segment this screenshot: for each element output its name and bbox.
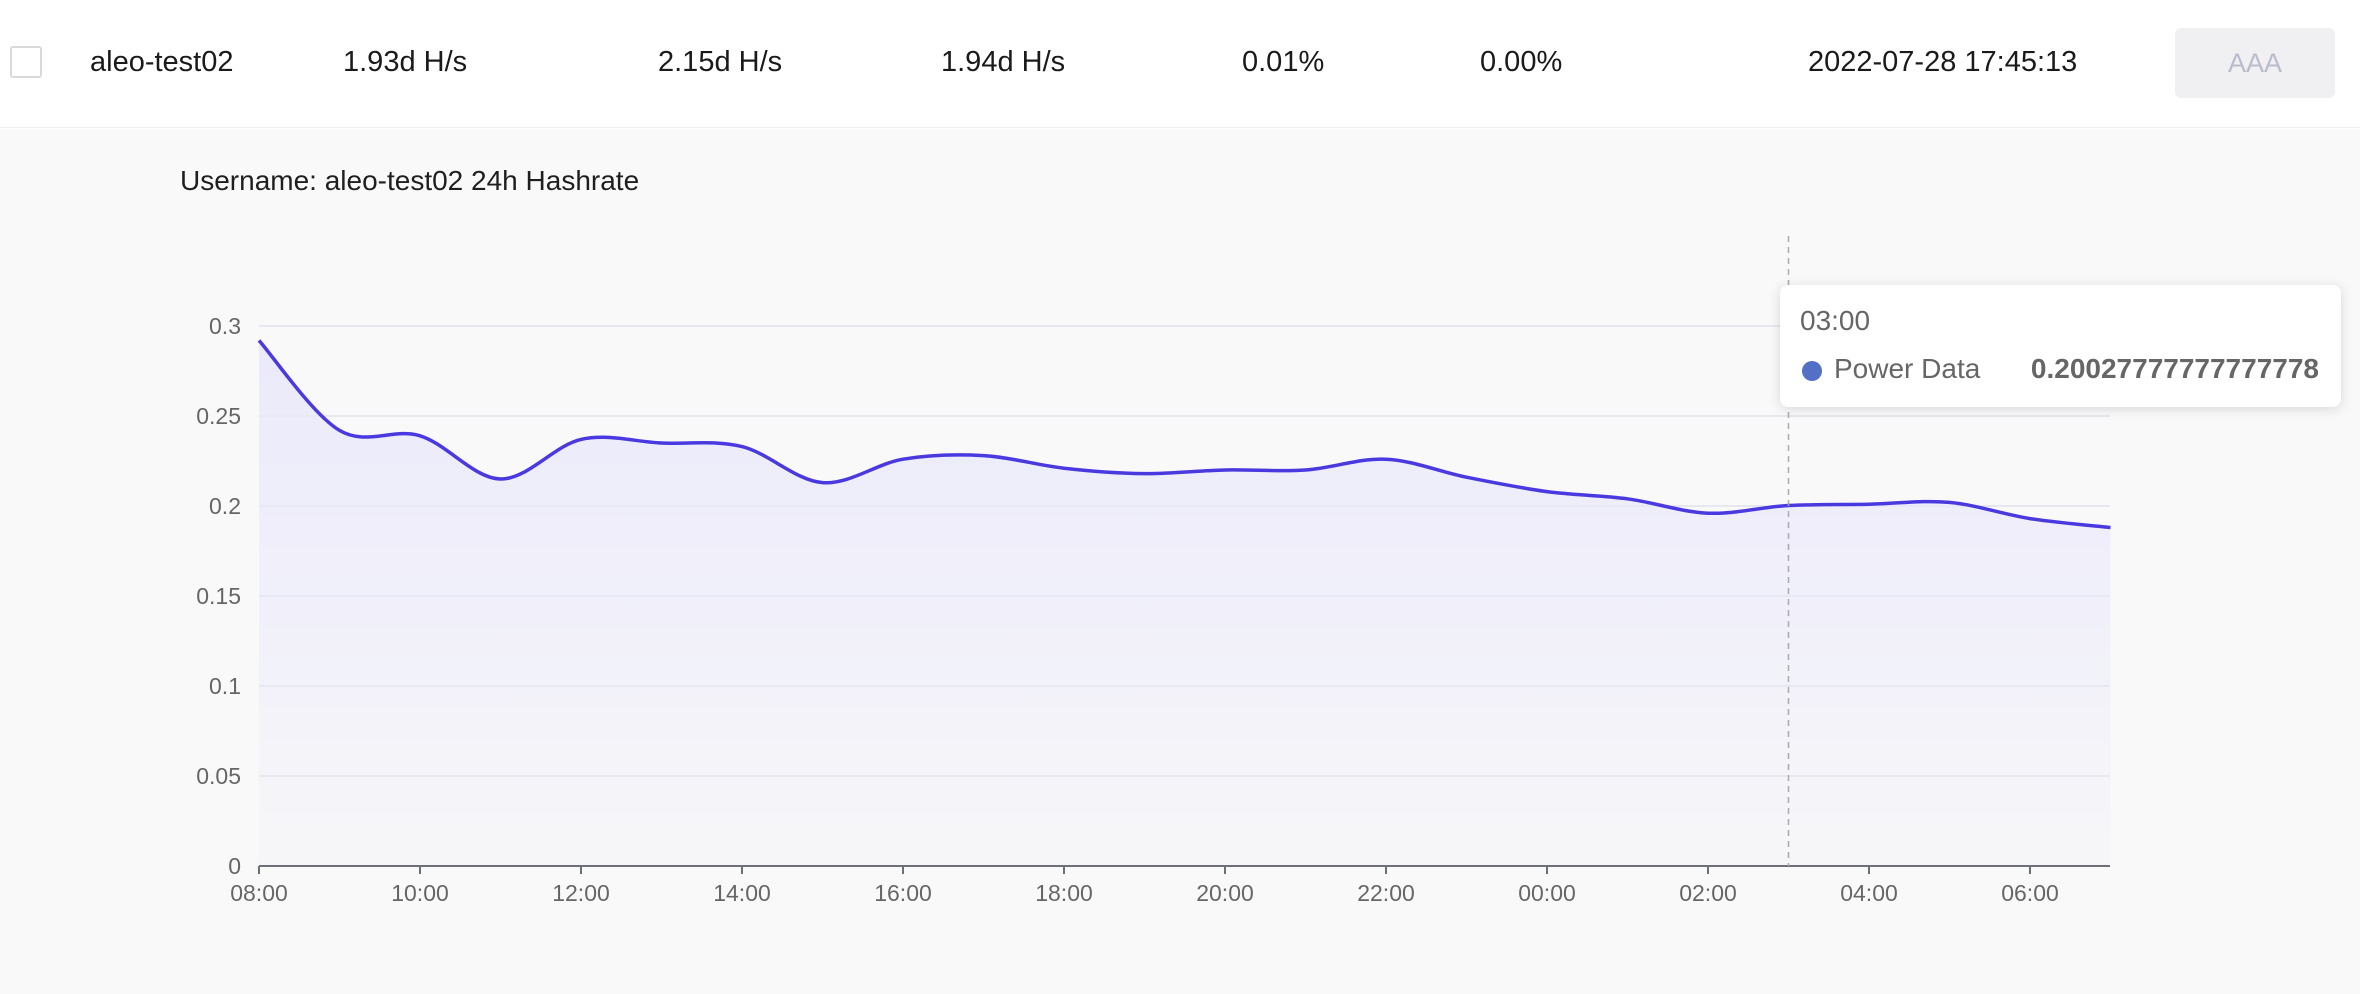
timestamp-cell: 2022-07-28 17:45:13 [1808, 46, 2078, 78]
x-tick-label: 10:00 [391, 880, 449, 906]
hashrate-cell-2: 2.15d H/s [658, 46, 783, 78]
y-tick-label: 0.25 [196, 403, 241, 429]
row-checkbox[interactable] [10, 46, 42, 78]
x-tick-label: 14:00 [713, 880, 771, 906]
y-tick-label: 0.15 [196, 583, 241, 609]
x-axis-labels: 08:00 10:00 12:00 14:00 16:00 18:00 20:00 22:00… [230, 880, 2059, 906]
chart-panel: Username: aleo-test02 24h Hashrate 0 0.05… [0, 129, 2360, 994]
y-tick-label: 0.1 [209, 673, 241, 699]
y-tick-label: 0.05 [196, 763, 241, 789]
table-row[interactable]: aleo-test02 1.93d H/s 2.15d H/s 1.94d H/… [0, 0, 2360, 128]
x-tick-label: 02:00 [1679, 880, 1737, 906]
row-action-button[interactable]: AAA [2175, 28, 2335, 98]
tooltip-series-name: Power Data [1834, 353, 1981, 384]
x-tick-label: 06:00 [2001, 880, 2059, 906]
chart-tooltip: 03:00 Power Data 0.20027777777777778 [1780, 285, 2341, 407]
x-tick-label: 00:00 [1518, 880, 1576, 906]
y-tick-label: 0 [228, 853, 241, 879]
hashrate-cell-3: 1.94d H/s [941, 46, 1066, 78]
x-tick-label: 12:00 [552, 880, 610, 906]
y-tick-label: 0.2 [209, 493, 241, 519]
x-tick-label: 16:00 [874, 880, 932, 906]
x-tick-label: 18:00 [1035, 880, 1093, 906]
chart-title: Username: aleo-test02 24h Hashrate [180, 165, 640, 196]
x-tick-label: 08:00 [230, 880, 288, 906]
area-fill [259, 340, 2111, 866]
y-tick-label: 0.3 [209, 313, 241, 339]
x-tick-label: 22:00 [1357, 880, 1415, 906]
axes [258, 865, 2110, 874]
y-axis-labels: 0 0.05 0.1 0.15 0.2 0.25 0.3 [196, 313, 241, 879]
tooltip-value: 0.20027777777777778 [2030, 353, 2319, 384]
percent-cell-2: 0.00% [1480, 46, 1563, 78]
x-tick-label: 04:00 [1840, 880, 1898, 906]
username-cell: aleo-test02 [90, 46, 234, 78]
hashrate-chart[interactable]: 0 0.05 0.1 0.15 0.2 0.25 0.3 08:00 10:00 12:00 14… [0, 129, 2360, 994]
percent-cell-1: 0.01% [1242, 46, 1325, 78]
series-dot-icon [1802, 361, 1822, 381]
x-tick-label: 20:00 [1196, 880, 1254, 906]
hashrate-cell-1: 1.93d H/s [343, 46, 468, 78]
tooltip-time-label: 03:00 [1800, 305, 1871, 336]
